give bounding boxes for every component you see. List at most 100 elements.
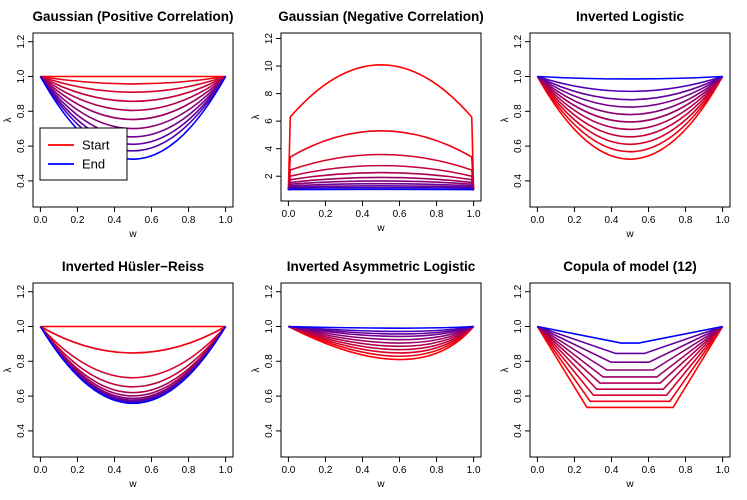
panel-5: Inverted Asymmetric Logistic 0.0 0.2 0.4 0.6… bbox=[251, 259, 482, 490]
series-line bbox=[537, 75, 723, 80]
y-tick-label: 8 bbox=[264, 90, 275, 96]
series-line bbox=[536, 76, 724, 160]
series-line bbox=[40, 325, 226, 354]
series-line bbox=[536, 76, 724, 145]
panel-6: Copula of model (12) 0.0 0.2 0.4 0.6 0.8 1.0 0.… bbox=[500, 259, 731, 490]
y-axis-label: λ bbox=[251, 368, 262, 373]
y-axis-label: λ bbox=[3, 368, 14, 373]
series-line bbox=[537, 325, 723, 355]
x-tick-label: 0.6 bbox=[642, 215, 656, 226]
y-tick-label: 1.2 bbox=[16, 34, 27, 48]
series-line bbox=[39, 326, 227, 404]
y-tick-label: 2 bbox=[264, 173, 275, 179]
series-line bbox=[39, 75, 227, 121]
series-line bbox=[536, 76, 724, 138]
panel-2: Gaussian (Negative Correlation) 0.0 0.2 0.4… bbox=[251, 9, 484, 234]
x-axis-label: w bbox=[625, 229, 634, 240]
panel-title: Gaussian (Negative Correlation) bbox=[278, 9, 484, 24]
y-tick-label: 1.0 bbox=[513, 319, 524, 333]
x-tick-label: 1.0 bbox=[716, 215, 730, 226]
series-line bbox=[39, 326, 227, 397]
series-line bbox=[536, 325, 724, 371]
x-tick-label: 0.2 bbox=[318, 465, 332, 476]
series-line bbox=[39, 75, 227, 130]
series-line bbox=[287, 171, 475, 191]
series-line bbox=[287, 164, 475, 191]
series-line bbox=[536, 326, 724, 409]
y-tick-label: 1.0 bbox=[16, 319, 27, 333]
y-tick-label: 0.4 bbox=[16, 174, 27, 188]
y-tick-label: 0.4 bbox=[264, 424, 275, 438]
series-line bbox=[39, 326, 227, 405]
y-tick-label: 6 bbox=[264, 118, 275, 124]
series-line bbox=[40, 75, 226, 94]
series-line bbox=[288, 325, 475, 361]
series-line bbox=[39, 76, 227, 145]
y-tick-label: 1.0 bbox=[513, 69, 524, 83]
y-axis-label: λ bbox=[500, 118, 511, 123]
x-tick-label: 0.6 bbox=[145, 465, 159, 476]
x-tick-label: 0.0 bbox=[281, 209, 295, 220]
panel-title: Copula of model (12) bbox=[563, 259, 697, 274]
legend-box bbox=[39, 127, 128, 181]
series-line bbox=[536, 75, 724, 123]
series-line bbox=[536, 326, 724, 403]
series-line bbox=[39, 76, 227, 138]
x-tick-label: 0.8 bbox=[679, 215, 693, 226]
panel-3: Inverted Logistic 0.0 0.2 0.4 0.6 0.8 1.0 0.4 0.… bbox=[500, 9, 731, 240]
plot-frame bbox=[529, 32, 731, 208]
x-tick-label: 0.6 bbox=[393, 209, 407, 220]
series-line bbox=[536, 76, 724, 153]
series-line bbox=[39, 326, 227, 394]
y-tick-label: 0.4 bbox=[513, 424, 524, 438]
x-tick-label: 0.4 bbox=[605, 215, 619, 226]
x-axis-label: w bbox=[128, 479, 137, 490]
series-line bbox=[287, 153, 475, 191]
series-line bbox=[536, 75, 724, 131]
series-line bbox=[40, 75, 226, 85]
x-tick-label: 0.8 bbox=[182, 465, 196, 476]
series-line bbox=[537, 325, 723, 363]
y-tick-label: 10 bbox=[264, 60, 275, 72]
x-tick-label: 1.0 bbox=[219, 465, 233, 476]
series-line bbox=[39, 326, 227, 403]
x-tick-label: 0.2 bbox=[70, 215, 84, 226]
panel-title: Gaussian (Positive Correlation) bbox=[32, 9, 233, 24]
y-tick-label: 0.6 bbox=[16, 389, 27, 403]
legend-label: Start bbox=[82, 138, 110, 153]
series-line bbox=[288, 325, 475, 351]
y-tick-label: 0.4 bbox=[513, 174, 524, 188]
x-tick-label: 0.4 bbox=[356, 465, 370, 476]
legend-label: End bbox=[82, 157, 105, 172]
x-tick-label: 0.6 bbox=[145, 215, 159, 226]
series-line bbox=[288, 325, 474, 333]
series-line bbox=[39, 326, 227, 388]
x-tick-label: 0.4 bbox=[356, 209, 370, 220]
x-tick-label: 0.2 bbox=[318, 209, 332, 220]
panel-title: Inverted Asymmetric Logistic bbox=[287, 259, 476, 274]
y-axis-label: λ bbox=[500, 368, 511, 373]
series-line bbox=[288, 325, 475, 354]
x-tick-label: 0.0 bbox=[281, 465, 295, 476]
series-line bbox=[536, 325, 724, 384]
y-tick-label: 1.0 bbox=[16, 69, 27, 83]
x-tick-label: 0.0 bbox=[33, 465, 47, 476]
series-line bbox=[40, 75, 226, 102]
series-line bbox=[288, 325, 475, 357]
series-line bbox=[39, 325, 227, 379]
series-line bbox=[536, 325, 724, 397]
x-axis-label: w bbox=[128, 229, 137, 240]
y-tick-label: 0.8 bbox=[16, 354, 27, 368]
series-line bbox=[536, 75, 724, 116]
series-line bbox=[536, 325, 724, 378]
y-tick-label: 0.8 bbox=[513, 354, 524, 368]
series-line bbox=[39, 76, 227, 160]
x-tick-label: 0.6 bbox=[393, 465, 407, 476]
y-tick-label: 0.8 bbox=[513, 104, 524, 118]
x-tick-label: 1.0 bbox=[716, 465, 730, 476]
series-line bbox=[537, 75, 723, 93]
x-tick-label: 0.4 bbox=[108, 215, 122, 226]
plot-frame bbox=[280, 32, 482, 202]
series-line bbox=[287, 185, 475, 191]
